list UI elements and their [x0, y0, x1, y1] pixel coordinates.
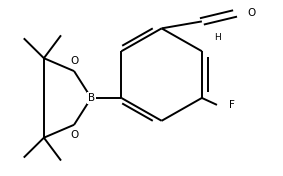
Text: H: H	[214, 33, 221, 42]
Text: B: B	[88, 93, 95, 103]
Text: O: O	[70, 130, 78, 140]
Text: O: O	[247, 8, 255, 18]
Text: O: O	[70, 56, 78, 66]
Text: F: F	[229, 100, 235, 110]
